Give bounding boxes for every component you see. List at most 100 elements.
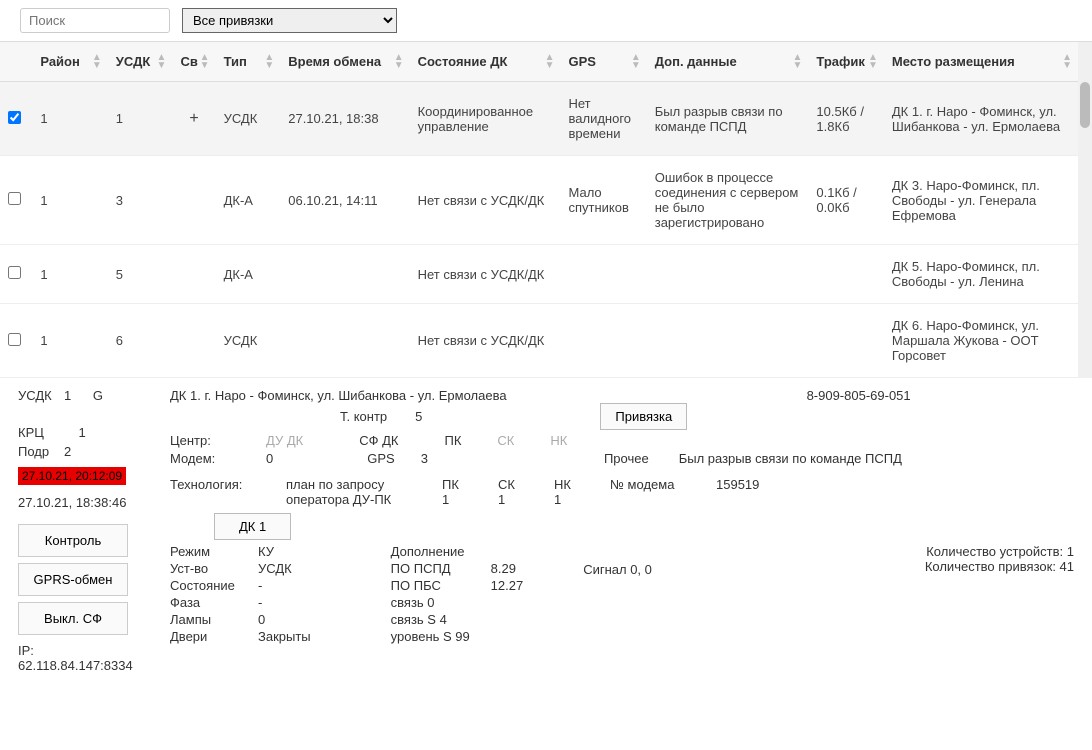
- col-header[interactable]: Доп. данные▲▼: [647, 42, 809, 82]
- popbs-label: ПО ПБС: [391, 578, 491, 593]
- row-checkbox[interactable]: [8, 192, 21, 205]
- ip-label: IP:: [18, 643, 148, 658]
- table-row[interactable]: 13ДК-А06.10.21, 14:11Нет связи с УСДК/ДК…: [0, 156, 1078, 245]
- timestamp-2: 27.10.21, 18:38:46: [18, 495, 148, 510]
- cell-time: [280, 245, 409, 304]
- sost-value: -: [258, 578, 262, 593]
- sort-icon[interactable]: ▲▼: [157, 54, 167, 70]
- cell-loc: ДК 1. г. Наро - Фоминск, ул. Шибанкова -…: [884, 82, 1078, 156]
- count-bindings: Количество привязок: 41: [925, 559, 1074, 574]
- ustvo-value: УСДК: [258, 561, 292, 576]
- col-header[interactable]: Св▲▼: [172, 42, 215, 82]
- cell-sv: [172, 304, 215, 378]
- cell-rayon: 1: [32, 245, 107, 304]
- row-checkbox[interactable]: [8, 333, 21, 346]
- signal: Сигнал 0, 0: [583, 562, 652, 577]
- sort-icon[interactable]: ▲▼: [1062, 54, 1072, 70]
- rezhim-label: Режим: [170, 544, 258, 559]
- sort-icon[interactable]: ▲▼: [793, 54, 803, 70]
- sort-icon[interactable]: ▲▼: [200, 54, 210, 70]
- privyazka-button[interactable]: Привязка: [600, 403, 687, 430]
- cell-checkbox: [0, 156, 32, 245]
- cell-loc: ДК 6. Наро-Фоминск, ул. Маршала Жукова -…: [884, 304, 1078, 378]
- modem-label: Модем:: [170, 451, 250, 466]
- centr-label: Центр:: [170, 433, 250, 448]
- tkontr-label: Т. контр: [340, 409, 387, 424]
- cell-gps: [561, 245, 647, 304]
- cell-time: 06.10.21, 14:11: [280, 156, 409, 245]
- search-input[interactable]: [20, 8, 170, 33]
- nk2-val: 1: [554, 492, 594, 507]
- tab-dk1[interactable]: ДК 1: [214, 513, 291, 540]
- cell-checkbox: [0, 245, 32, 304]
- cell-dop: [647, 304, 809, 378]
- cell-tip: УСДК: [216, 304, 281, 378]
- vykl-sf-button[interactable]: Выкл. СФ: [18, 602, 128, 635]
- cell-checkbox: [0, 82, 32, 156]
- bindings-select[interactable]: Все привязки: [182, 8, 397, 33]
- scrollbar-track[interactable]: [1078, 42, 1092, 378]
- cell-rayon: 1: [32, 304, 107, 378]
- dveri-label: Двери: [170, 629, 258, 644]
- lampy-value: 0: [258, 612, 265, 627]
- pk: ПК: [444, 433, 461, 448]
- cell-tip: ДК-А: [216, 156, 281, 245]
- control-button[interactable]: Контроль: [18, 524, 128, 557]
- col-header[interactable]: Место размещения▲▼: [884, 42, 1078, 82]
- col-header[interactable]: Состояние ДК▲▼: [410, 42, 561, 82]
- col-header[interactable]: [0, 42, 32, 82]
- popbs-value: 12.27: [491, 578, 524, 593]
- cell-state: Нет связи с УСДК/ДК: [410, 245, 561, 304]
- cell-state: Координированное управление: [410, 82, 561, 156]
- sort-icon[interactable]: ▲▼: [868, 54, 878, 70]
- sort-icon[interactable]: ▲▼: [545, 54, 555, 70]
- sort-icon[interactable]: ▲▼: [394, 54, 404, 70]
- cell-gps: Мало спутников: [561, 156, 647, 245]
- table-row[interactable]: 15ДК-АНет связи с УСДК/ДКДК 5. Наро-Фоми…: [0, 245, 1078, 304]
- devices-table: Район▲▼УСДК▲▼Св▲▼Тип▲▼Время обмена▲▼Сост…: [0, 42, 1078, 378]
- col-header[interactable]: GPS▲▼: [561, 42, 647, 82]
- cell-dop: Ошибок в процессе соединения с сервером …: [647, 156, 809, 245]
- col-header[interactable]: Район▲▼: [32, 42, 107, 82]
- col-header[interactable]: Время обмена▲▼: [280, 42, 409, 82]
- sort-icon[interactable]: ▲▼: [631, 54, 641, 70]
- sk: СК: [497, 433, 514, 448]
- cell-usdk: 5: [108, 245, 173, 304]
- sort-icon[interactable]: ▲▼: [92, 54, 102, 70]
- cell-sv: [172, 245, 215, 304]
- sort-icon[interactable]: ▲▼: [264, 54, 274, 70]
- phone: 8-909-805-69-051: [807, 388, 911, 403]
- col-header[interactable]: Тип▲▼: [216, 42, 281, 82]
- gprs-button[interactable]: GPRS-обмен: [18, 563, 128, 596]
- g-value: G: [93, 388, 103, 403]
- svyaz-s4: связь S 4: [391, 612, 447, 627]
- gps-label: GPS: [367, 451, 394, 466]
- detail-title: ДК 1. г. Наро - Фоминск, ул. Шибанкова -…: [170, 388, 507, 403]
- pk2-label: ПК: [442, 477, 482, 492]
- row-checkbox[interactable]: [8, 111, 21, 124]
- scrollbar-thumb[interactable]: [1080, 82, 1090, 128]
- nk2-label: НК: [554, 477, 594, 492]
- cell-traf: 10.5Кб / 1.8Кб: [808, 82, 883, 156]
- usdk-value: 1: [64, 388, 71, 403]
- sk2-label: СК: [498, 477, 538, 492]
- svyaz-0: связь 0: [391, 595, 435, 610]
- count-devices: Количество устройств: 1: [925, 544, 1074, 559]
- cell-state: Нет связи с УСДК/ДК: [410, 304, 561, 378]
- pk2-val: 1: [442, 492, 482, 507]
- cell-sv[interactable]: +: [172, 82, 215, 156]
- table-row[interactable]: 11+УСДК27.10.21, 18:38Координированное у…: [0, 82, 1078, 156]
- row-checkbox[interactable]: [8, 266, 21, 279]
- krc-value: 1: [78, 425, 85, 440]
- rezhim-value: КУ: [258, 544, 274, 559]
- col-header[interactable]: Трафик▲▼: [808, 42, 883, 82]
- modem-value: 0: [266, 451, 273, 466]
- table-row[interactable]: 16УСДКНет связи с УСДК/ДКДК 6. Наро-Фоми…: [0, 304, 1078, 378]
- cell-usdk: 3: [108, 156, 173, 245]
- col-header[interactable]: УСДК▲▼: [108, 42, 173, 82]
- sost-label: Состояние: [170, 578, 258, 593]
- cell-gps: Нет валидного времени: [561, 82, 647, 156]
- nmodem-value: 159519: [716, 477, 759, 492]
- tech-label: Технология:: [170, 477, 270, 492]
- dveri-value: Закрыты: [258, 629, 311, 644]
